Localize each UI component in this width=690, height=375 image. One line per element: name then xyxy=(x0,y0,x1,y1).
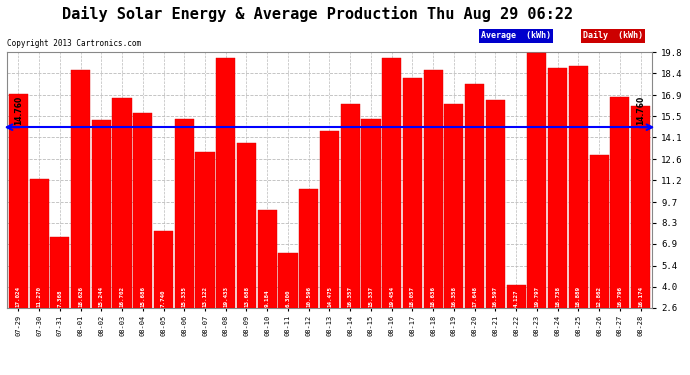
Text: 18.626: 18.626 xyxy=(78,286,83,307)
Text: 18.738: 18.738 xyxy=(555,286,560,307)
Text: 16.796: 16.796 xyxy=(618,286,622,307)
Text: 17.648: 17.648 xyxy=(472,286,477,307)
Bar xyxy=(465,84,484,308)
Text: Average  (kWh): Average (kWh) xyxy=(481,32,551,40)
Text: 18.636: 18.636 xyxy=(431,286,435,307)
Bar xyxy=(299,189,318,308)
Bar xyxy=(611,97,629,308)
Text: 7.740: 7.740 xyxy=(161,289,166,307)
Bar xyxy=(548,68,567,308)
Text: Daily Solar Energy & Average Production Thu Aug 29 06:22: Daily Solar Energy & Average Production … xyxy=(62,6,573,22)
Bar xyxy=(216,58,235,308)
Text: 15.244: 15.244 xyxy=(99,286,103,307)
Bar xyxy=(175,119,194,308)
Bar xyxy=(133,114,152,308)
Text: 4.127: 4.127 xyxy=(513,289,519,307)
Bar xyxy=(444,104,464,308)
Bar xyxy=(257,210,277,308)
Text: 18.057: 18.057 xyxy=(410,286,415,307)
Bar xyxy=(195,152,215,308)
Bar xyxy=(50,237,69,308)
Text: 19.454: 19.454 xyxy=(389,286,394,307)
Text: 10.596: 10.596 xyxy=(306,286,311,307)
Bar xyxy=(30,179,48,308)
Bar xyxy=(71,70,90,308)
Text: 13.688: 13.688 xyxy=(244,286,249,307)
Text: 6.300: 6.300 xyxy=(286,289,290,307)
Text: 13.122: 13.122 xyxy=(202,286,208,307)
Text: 16.702: 16.702 xyxy=(119,286,124,307)
Bar xyxy=(569,66,588,308)
Text: 16.597: 16.597 xyxy=(493,286,498,307)
Text: 12.862: 12.862 xyxy=(597,286,602,307)
Bar xyxy=(382,58,402,308)
Bar xyxy=(486,100,505,308)
Bar xyxy=(341,104,359,308)
Text: 16.358: 16.358 xyxy=(451,286,457,307)
Text: Copyright 2013 Cartronics.com: Copyright 2013 Cartronics.com xyxy=(7,39,141,48)
Bar xyxy=(237,143,256,308)
Text: 19.797: 19.797 xyxy=(535,286,540,307)
Text: 7.368: 7.368 xyxy=(57,289,62,307)
Bar xyxy=(403,78,422,308)
Bar xyxy=(631,106,650,307)
Bar xyxy=(279,253,297,308)
Text: 14.475: 14.475 xyxy=(327,286,332,307)
Bar xyxy=(92,120,111,308)
Bar xyxy=(154,231,173,308)
Text: 16.174: 16.174 xyxy=(638,286,643,307)
Bar xyxy=(112,98,132,308)
Bar xyxy=(9,94,28,308)
Text: 19.433: 19.433 xyxy=(224,286,228,307)
Bar xyxy=(424,70,443,308)
Bar xyxy=(320,132,339,308)
Text: Daily  (kWh): Daily (kWh) xyxy=(583,32,643,40)
Text: 14.760: 14.760 xyxy=(636,96,645,125)
Text: 15.337: 15.337 xyxy=(368,286,373,307)
Text: 17.024: 17.024 xyxy=(16,286,21,307)
Bar xyxy=(362,118,380,308)
Text: 18.889: 18.889 xyxy=(576,286,581,307)
Text: 15.335: 15.335 xyxy=(181,286,187,307)
Text: 14.760: 14.760 xyxy=(14,96,23,125)
Text: 11.270: 11.270 xyxy=(37,286,41,307)
Text: 16.357: 16.357 xyxy=(348,286,353,307)
Text: 9.184: 9.184 xyxy=(265,289,270,307)
Text: 15.686: 15.686 xyxy=(140,286,146,307)
Bar xyxy=(506,285,526,308)
Bar xyxy=(590,155,609,308)
Bar xyxy=(527,53,546,308)
